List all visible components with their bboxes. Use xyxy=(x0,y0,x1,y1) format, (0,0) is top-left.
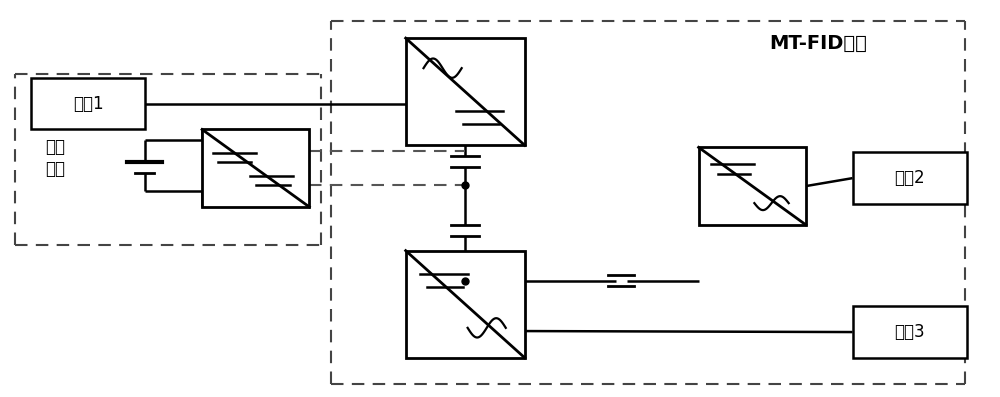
Text: 装置: 装置 xyxy=(45,160,65,178)
Text: 馈线3: 馈线3 xyxy=(894,323,925,341)
Bar xyxy=(202,129,309,207)
Text: 馈线1: 馈线1 xyxy=(73,94,104,113)
Text: MT-FID装置: MT-FID装置 xyxy=(769,34,867,52)
Bar xyxy=(853,306,967,358)
Bar xyxy=(406,38,525,145)
Bar xyxy=(699,147,806,225)
Bar xyxy=(406,251,525,358)
Bar xyxy=(31,78,145,129)
Text: 馈线2: 馈线2 xyxy=(894,169,925,187)
Text: 储能: 储能 xyxy=(45,139,65,156)
Bar xyxy=(853,152,967,204)
